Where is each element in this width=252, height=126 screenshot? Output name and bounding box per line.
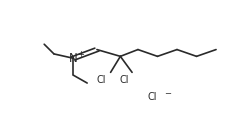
Text: Cl: Cl xyxy=(119,75,129,85)
Text: N: N xyxy=(69,52,78,65)
Text: −: − xyxy=(164,89,171,98)
Text: Cl: Cl xyxy=(148,92,157,102)
Text: Cl: Cl xyxy=(96,75,106,85)
Text: +: + xyxy=(77,50,84,59)
